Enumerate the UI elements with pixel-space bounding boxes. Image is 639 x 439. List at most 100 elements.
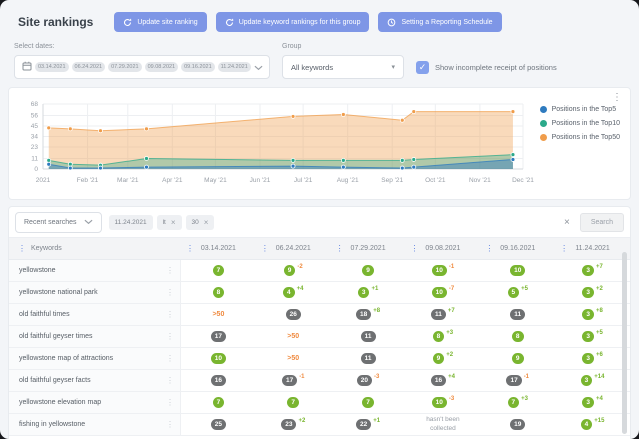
dates-selector[interactable]: 03.14.2021 06.24.2021 07.29.2021 09.08.2021… [14,55,270,79]
position-cell: >50 [181,304,256,325]
update-site-ranking-button[interactable]: Update site ranking [114,12,207,32]
svg-text:68: 68 [31,101,39,108]
date-chip[interactable]: 09.08.2021 [144,62,179,72]
keyword-cell[interactable]: fishing in yellowstone ⋮ [9,414,181,435]
search-filter-chip[interactable]: lt × [156,214,182,230]
column-menu-icon[interactable]: ⋮ [186,243,194,253]
button-label: Update site ranking [137,18,198,26]
show-incomplete-option: ✓ Show incomplete receipt of positions [416,55,557,79]
svg-text:Apr '21: Apr '21 [162,177,183,184]
search-filter-chip[interactable]: 11.24.2021 [108,214,153,230]
calendar-icon [22,58,32,76]
position-badge: 7 [212,397,225,408]
position-change: +6 [595,351,603,358]
recent-searches-dropdown[interactable]: Recent searches [15,211,102,233]
setting-a-reporting-schedule-button[interactable]: Setting a Reporting Schedule [378,12,502,32]
search-filter-chip[interactable]: 30 × [185,214,215,230]
column-menu-icon[interactable]: ⋮ [335,243,344,253]
chevron-down-icon [84,219,93,225]
position-change: +1 [371,285,379,292]
position-cell: 11 [331,348,406,369]
position-badge: 5 [507,287,520,298]
table-row: old faithful geyser facts ⋮ 16 17 -1 20 -3 16 +4… [9,370,630,392]
svg-text:Feb '21: Feb '21 [77,177,99,184]
keyword-menu-icon[interactable]: ⋮ [166,375,174,385]
keyword-menu-icon[interactable]: ⋮ [166,331,174,341]
position-badge: 22 [356,419,372,430]
column-menu-icon[interactable]: ⋮ [410,243,419,253]
position-badge: 8 [511,331,524,342]
svg-text:23: 23 [31,144,39,151]
date-chip[interactable]: 07.29.2021 [108,62,142,72]
keyword-cell[interactable]: old faithful geyser times ⋮ [9,326,181,347]
keyword-cell[interactable]: old faithful times ⋮ [9,304,181,325]
keywords-column-header: ⋮ Keywords [9,238,181,259]
position-cell: 10 [480,260,555,281]
keyword-label: yellowstone national park [19,289,98,296]
position-cell: 3 +1 [331,282,406,303]
keyword-cell[interactable]: yellowstone ⋮ [9,260,181,281]
position-cell: 11 +7 [406,304,481,325]
date-chip[interactable]: 11.24.2021 [217,62,251,72]
filters-row: Select dates: 03.14.2021 06.24.2021 07.29.… [0,43,639,79]
keyword-cell[interactable]: yellowstone elevation map ⋮ [9,392,181,413]
date-chip[interactable]: 06.24.2021 [71,62,106,72]
vertical-scrollbar[interactable] [622,252,627,434]
keyword-menu-icon[interactable]: ⋮ [166,397,174,407]
svg-text:Dec '21: Dec '21 [512,177,534,184]
group-label: Group [282,43,302,50]
column-menu-icon[interactable]: ⋮ [485,243,494,253]
legend-item[interactable]: Positions in the Top10 [539,120,620,127]
keyword-menu-icon[interactable]: ⋮ [166,287,174,297]
keyword-cell[interactable]: old faithful geyser facts ⋮ [9,370,181,391]
legend-item[interactable]: Positions in the Top5 [539,106,620,113]
keyword-cell[interactable]: yellowstone map of attractions ⋮ [9,348,181,369]
position-cell: 3 +7 [555,260,630,281]
column-menu-icon[interactable]: ⋮ [560,243,569,253]
keyword-menu-icon[interactable]: ⋮ [166,353,174,363]
legend-item[interactable]: Positions in the Top50 [539,134,620,141]
keywords-column-menu-icon[interactable]: ⋮ [18,243,26,253]
position-cell: 17 -1 [256,370,331,391]
position-badge: 9 [362,265,374,276]
position-cell: 9 [331,260,406,281]
chevron-down-icon[interactable] [254,58,263,76]
button-label: Setting a Reporting Schedule [401,18,493,26]
position-cell: 7 [181,392,256,413]
update-keyword-rankings-for-this-group-button[interactable]: Update keyword rankings for this group [215,12,370,32]
position-cell: 9 [480,348,555,369]
position-change: +2 [595,285,603,292]
position-badge: 10 [510,265,526,276]
chart-menu-kebab-icon[interactable]: ⋮ [612,92,622,103]
svg-text:Jul '21: Jul '21 [294,177,313,184]
svg-text:45: 45 [31,123,39,130]
position-change: +15 [594,417,605,424]
group-selected-value: All keywords [291,62,334,72]
show-incomplete-checkbox[interactable]: ✓ [416,60,429,74]
keyword-cell[interactable]: yellowstone national park ⋮ [9,282,181,303]
position-badge: 16 [210,375,227,386]
clear-search-icon[interactable]: × [563,216,570,228]
position-change: +3 [446,329,454,336]
position-badge: 3 [582,353,594,364]
column-menu-icon[interactable]: ⋮ [260,243,269,253]
remove-chip-icon[interactable]: × [170,217,176,227]
keyword-menu-icon[interactable]: ⋮ [166,309,174,319]
search-button[interactable]: Search [579,212,624,232]
position-badge: 18 [356,309,372,320]
keyword-menu-icon[interactable]: ⋮ [166,419,174,429]
keyword-menu-icon[interactable]: ⋮ [166,265,174,275]
date-chip[interactable]: 03.14.2021 [35,62,69,72]
table-row: yellowstone ⋮ 7 9 -2 9 10 -1 10 3 +7 [9,260,630,282]
keyword-label: fishing in yellowstone [19,421,86,428]
position-change: +7 [447,307,455,314]
position-badge: 8 [212,287,225,298]
keyword-label: old faithful geyser times [19,333,93,340]
date-chip[interactable]: 09.16.2021 [181,62,215,72]
position-cell: 18 +8 [331,304,406,325]
remove-chip-icon[interactable]: × [203,217,209,227]
svg-text:Sep '21: Sep '21 [381,177,403,184]
group-select[interactable]: All keywords ▾ [282,55,404,79]
position-badge: 4 [580,419,593,430]
refresh-icon [225,18,234,27]
